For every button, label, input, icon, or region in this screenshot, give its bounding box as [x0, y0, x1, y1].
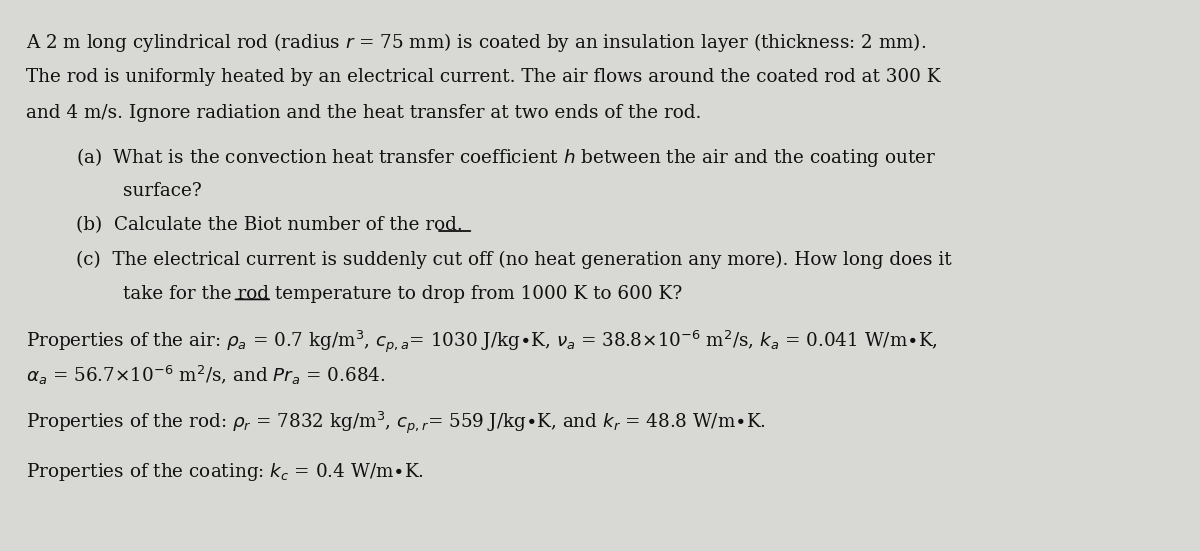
Text: The rod is uniformly heated by an electrical current. The air flows around the c: The rod is uniformly heated by an electr… [25, 68, 941, 87]
Text: Properties of the air: $\rho_a$ = 0.7 kg/m$^3$, $c_{p,a}$= 1030 J/kg$\bullet$K, : Properties of the air: $\rho_a$ = 0.7 kg… [25, 328, 937, 355]
Text: Properties of the coating: $k_c$ = 0.4 W/m$\bullet$K.: Properties of the coating: $k_c$ = 0.4 W… [25, 461, 424, 483]
Text: (a)  What is the convection heat transfer coefficient $h$ between the air and th: (a) What is the convection heat transfer… [76, 145, 936, 169]
Text: $\alpha_a$ = 56.7$\times$10$^{-6}$ m$^2$/s, and $Pr_a$ = 0.684.: $\alpha_a$ = 56.7$\times$10$^{-6}$ m$^2$… [25, 364, 385, 387]
Text: Properties of the rod: $\rho_r$ = 7832 kg/m$^3$, $c_{p,r}$= 559 J/kg$\bullet$K, : Properties of the rod: $\rho_r$ = 7832 k… [25, 410, 766, 436]
Text: A 2 m long cylindrical rod (radius $r$ = 75 mm) is coated by an insulation layer: A 2 m long cylindrical rod (radius $r$ =… [25, 31, 926, 53]
Text: take for the rod temperature to drop from 1000 K to 600 K?: take for the rod temperature to drop fro… [124, 285, 683, 303]
Text: (b)  Calculate the Biot number of the rod.: (b) Calculate the Biot number of the rod… [76, 217, 462, 235]
Text: (c)  The electrical current is suddenly cut off (no heat generation any more). H: (c) The electrical current is suddenly c… [76, 251, 952, 269]
Text: and 4 m/s. Ignore radiation and the heat transfer at two ends of the rod.: and 4 m/s. Ignore radiation and the heat… [25, 104, 701, 122]
Text: surface?: surface? [124, 182, 202, 201]
